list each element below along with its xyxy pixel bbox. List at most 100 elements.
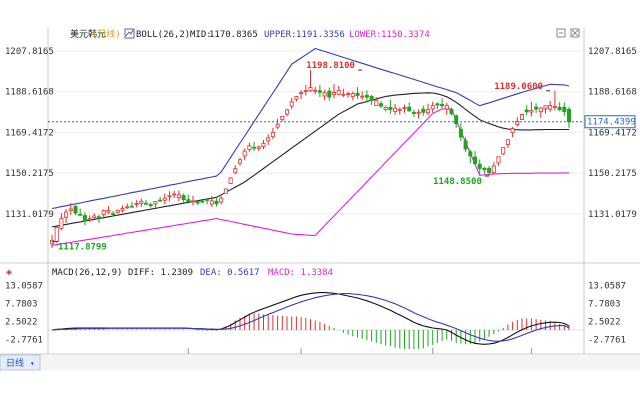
price-annotations: 1198.8100 1189.0600 1148.8500 1117.8799 xyxy=(52,61,551,253)
upper-label: UPPER: xyxy=(264,30,297,40)
macd-dea-line xyxy=(51,293,570,342)
price-tick-left: 1188.6168 xyxy=(5,88,54,98)
candle-up xyxy=(491,165,496,174)
settings-icon[interactable] xyxy=(556,28,566,38)
period-tab[interactable] xyxy=(0,354,41,371)
candle-up xyxy=(139,200,144,204)
candle-down xyxy=(129,205,134,208)
candle-down xyxy=(181,195,186,201)
macd-lines xyxy=(51,292,570,345)
candle-down xyxy=(449,108,454,115)
annotation-label: 1198.8100 xyxy=(306,61,355,71)
macd-tick-right: 7.7803 xyxy=(588,300,621,310)
candle-up xyxy=(430,105,435,110)
candle-down xyxy=(214,200,219,205)
macd-collapse-icon[interactable]: ◈ xyxy=(6,267,12,278)
candle-down xyxy=(482,167,487,171)
macd-label: MACD(26,12,9) xyxy=(52,268,122,278)
candle-up xyxy=(383,107,388,110)
candle-down xyxy=(158,199,163,202)
candle-up xyxy=(341,93,346,96)
candle-down xyxy=(111,213,116,216)
candle-up xyxy=(350,93,355,98)
price-tick-right: 1150.2175 xyxy=(588,169,637,179)
current-price-line: 1174.4399 xyxy=(48,115,636,129)
candle-up xyxy=(303,90,308,92)
period-tab-label[interactable]: 日线 xyxy=(6,357,24,369)
mid-value: 1170.8365 xyxy=(209,30,258,40)
candle-up xyxy=(68,208,73,211)
current-price-box xyxy=(584,115,636,129)
indicator-toggle-icon[interactable] xyxy=(124,28,135,39)
macd-tick-left: -2.7761 xyxy=(5,335,43,345)
candle-up xyxy=(247,145,252,151)
price-tick-left: 1131.0179 xyxy=(5,210,54,220)
candle-up xyxy=(520,114,525,120)
candle-up xyxy=(242,150,247,157)
close-icon[interactable] xyxy=(570,28,580,38)
period-tab-arrow-icon[interactable]: ▾ xyxy=(30,359,35,368)
price-header: 美元韩元 (日线) BOLL(26,2) MID: 1170.8365 UPPE… xyxy=(70,28,580,40)
candle-down xyxy=(411,111,416,114)
lower-label: LOWER: xyxy=(349,30,382,40)
candle-up xyxy=(346,93,351,95)
candle-up xyxy=(529,109,534,113)
macd-histogram xyxy=(48,313,584,350)
candle-down xyxy=(421,108,426,113)
footer-bar: 日线 ▾ xyxy=(0,354,640,371)
candle-up xyxy=(425,109,430,114)
candle-down xyxy=(364,94,369,98)
candle-down xyxy=(327,90,332,98)
macd-tick-right: 2.5022 xyxy=(588,317,621,327)
candle-up xyxy=(233,168,238,174)
candle-down xyxy=(468,151,473,157)
candle-down xyxy=(73,205,78,214)
candle-up xyxy=(153,201,158,205)
candle-down xyxy=(524,109,529,113)
upper-value: 1191.3356 xyxy=(296,30,345,40)
candle-up xyxy=(308,87,313,92)
candle-down xyxy=(487,167,492,173)
macd-tick-left: 7.7803 xyxy=(5,300,38,310)
candle-up xyxy=(59,218,64,229)
candle-up xyxy=(237,159,242,164)
candle-up xyxy=(280,115,285,121)
candle-up xyxy=(120,208,125,211)
candle-up xyxy=(261,143,266,148)
boll-label: BOLL(26,2) xyxy=(136,30,190,40)
macd-tick-left: 13.0587 xyxy=(5,282,43,292)
candle-up xyxy=(397,108,402,111)
candle-up xyxy=(336,90,341,95)
candle-up xyxy=(162,197,167,201)
candle-up xyxy=(313,89,318,92)
symbol-label: 美元韩元 xyxy=(70,28,106,40)
candle-down xyxy=(143,202,148,205)
candle-down xyxy=(463,140,468,150)
candle-up xyxy=(505,139,510,145)
candlesticks xyxy=(50,70,572,248)
price-tick-left: 1150.2175 xyxy=(5,169,54,179)
candle-up xyxy=(374,100,379,106)
candle-down xyxy=(388,107,393,110)
macd-axis-right: 13.0587 7.7803 2.5022 -2.7761 xyxy=(588,282,626,346)
candle-up xyxy=(209,200,214,205)
candle-up xyxy=(548,105,553,110)
candle-up xyxy=(125,206,130,209)
candle-up xyxy=(176,194,181,198)
candle-down xyxy=(567,108,572,123)
candle-up xyxy=(538,107,543,113)
candle-down xyxy=(378,103,383,107)
candle-up xyxy=(167,195,172,198)
price-tick-right: 1188.6168 xyxy=(588,88,637,98)
annotation-label: 1189.0600 xyxy=(494,82,543,92)
candle-up xyxy=(402,107,407,109)
candle-down xyxy=(200,200,205,203)
candle-up xyxy=(322,92,327,97)
candle-down xyxy=(205,199,210,201)
macd-value: MACD: 1.3384 xyxy=(268,268,333,278)
candle-down xyxy=(557,106,562,111)
current-price-label: 1174.4399 xyxy=(587,118,636,128)
candle-up xyxy=(360,95,365,98)
candle-up xyxy=(101,210,106,216)
mid-band-line xyxy=(51,92,569,228)
